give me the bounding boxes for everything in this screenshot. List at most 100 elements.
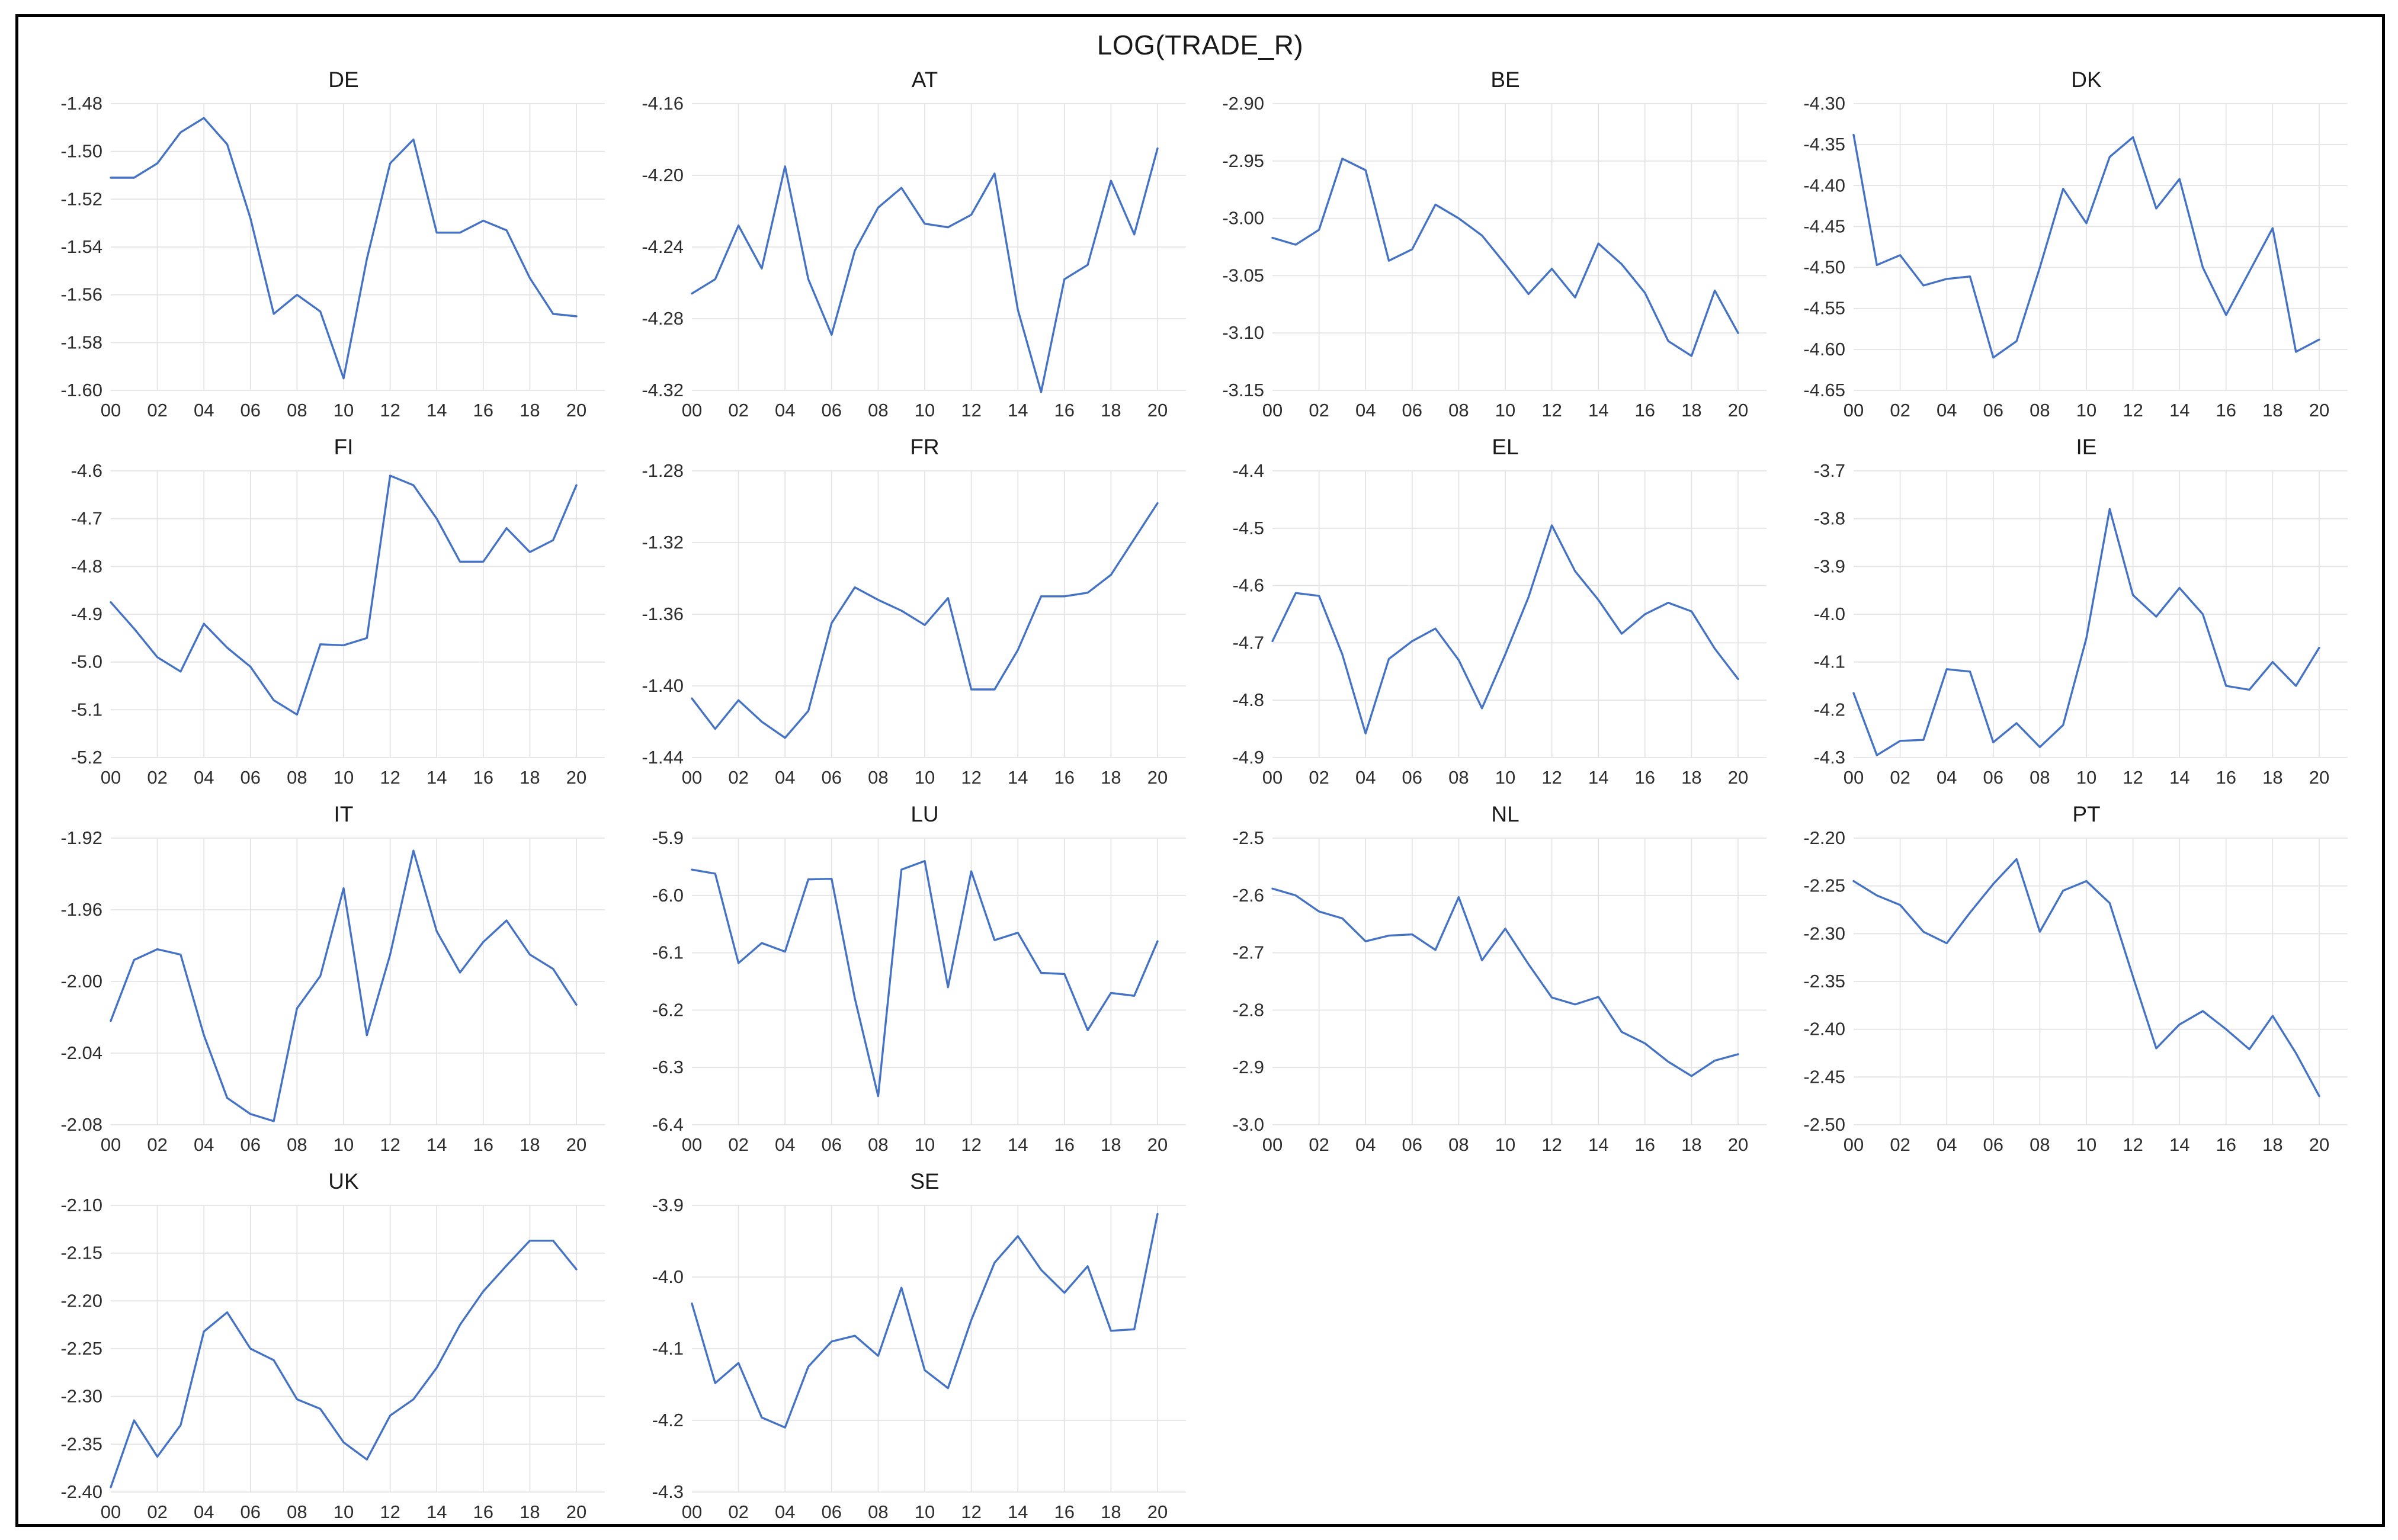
- x-tick-label: 06: [821, 400, 841, 421]
- y-tick-label: -4.20: [642, 165, 684, 185]
- x-tick-label: 12: [2123, 1134, 2143, 1155]
- panel-title: BE: [1491, 68, 1520, 92]
- x-tick-label: 10: [334, 400, 354, 421]
- x-tick-label: 08: [868, 1134, 888, 1155]
- y-tick-label: -4.9: [1233, 747, 1264, 768]
- x-tick-label: 04: [775, 767, 795, 788]
- x-tick-label: 02: [147, 400, 167, 421]
- y-tick-label: -2.40: [60, 1481, 102, 1502]
- y-tick-label: -4.0: [1814, 604, 1845, 624]
- y-tick-label: -4.55: [1803, 298, 1845, 319]
- chart-panel-IE: IE -3.7 -3.8 -3.9 -4.0 -4.1 -4.2 -4.3 00 02 04 06 08…: [1787, 432, 2356, 795]
- x-tick-label: 12: [380, 767, 400, 788]
- series-line-DK: [1852, 133, 2320, 359]
- x-tick-label: 12: [1542, 767, 1562, 788]
- y-tick-label: -4.1: [652, 1338, 683, 1359]
- x-tick-label: 10: [914, 1502, 934, 1522]
- x-tick-label: 18: [1681, 1134, 1701, 1155]
- y-tick-label: -3.0: [1233, 1114, 1264, 1135]
- x-tick-label: 12: [961, 1134, 981, 1155]
- x-tick-label: 04: [775, 1502, 795, 1522]
- series-line-PT: [1852, 858, 2320, 1098]
- chart-panel-PT: PT -2.20 -2.25 -2.30 -2.35 -2.40 -2.45 -2.50 00 0…: [1787, 799, 2356, 1163]
- chart-panel-FR: FR -1.28 -1.32 -1.36 -1.40 -1.44 00 02 04 06 08 10 1…: [626, 432, 1194, 795]
- x-tick-label: 02: [1890, 400, 1910, 421]
- x-tick-label: 06: [1402, 767, 1422, 788]
- y-tick-label: -2.25: [1803, 875, 1845, 896]
- y-tick-label: -6.1: [652, 942, 683, 963]
- x-tick-label: 16: [2216, 1134, 2236, 1155]
- x-tick-label: 02: [728, 400, 748, 421]
- x-tick-label: 06: [1983, 767, 2003, 788]
- series-line-EL: [1271, 524, 1740, 734]
- y-tick-label: -1.40: [642, 675, 684, 696]
- x-tick-label: 00: [681, 400, 701, 421]
- series-line-FR: [690, 502, 1159, 739]
- x-tick-label: 02: [147, 1502, 167, 1522]
- y-tick-label: -2.20: [60, 1290, 102, 1311]
- chart-svg-FI: FI -4.6 -4.7 -4.8 -4.9 -5.0 -5.1 -5.200 02 04 06 08…: [71, 435, 605, 788]
- x-tick-label: 18: [1681, 400, 1701, 421]
- panel-title: IT: [334, 802, 354, 826]
- x-tick-label: 06: [1983, 1134, 2003, 1155]
- y-tick-label: -4.32: [642, 380, 684, 400]
- y-tick-label: -4.7: [1233, 632, 1264, 653]
- y-tick-label: -2.45: [1803, 1066, 1845, 1087]
- x-tick-label: 06: [821, 1134, 841, 1155]
- series-line-BE: [1271, 158, 1740, 357]
- y-tick-label: -1.92: [60, 827, 102, 848]
- x-tick-label: 08: [2030, 1134, 2050, 1155]
- y-tick-label: -1.50: [60, 141, 102, 162]
- y-tick-label: -1.32: [642, 532, 684, 553]
- x-tick-label: 18: [1101, 1134, 1121, 1155]
- x-tick-label: 10: [914, 767, 934, 788]
- y-tick-label: -4.65: [1803, 380, 1845, 400]
- series-line-IE: [1852, 508, 2320, 756]
- x-tick-label: 08: [2030, 767, 2050, 788]
- page-title: LOG(TRADE_R): [1097, 30, 1304, 60]
- x-tick-label: 06: [241, 1502, 261, 1522]
- chart-panel-AT: AT -4.16 -4.20 -4.24 -4.28 -4.32 00 02 04 06 08 10 1…: [626, 65, 1194, 428]
- x-tick-label: 16: [1054, 1134, 1074, 1155]
- x-tick-label: 02: [1890, 767, 1910, 788]
- y-tick-label: -4.35: [1803, 134, 1845, 155]
- series-line-DE: [110, 117, 578, 380]
- x-tick-label: 14: [427, 1502, 447, 1522]
- y-tick-label: -5.0: [71, 652, 102, 672]
- x-tick-label: 04: [1355, 1134, 1376, 1155]
- x-tick-label: 18: [1101, 1502, 1121, 1522]
- y-tick-label: -2.7: [1233, 942, 1264, 963]
- x-tick-label: 16: [473, 400, 493, 421]
- y-tick-label: -5.1: [71, 699, 102, 720]
- chart-panel-SE: SE -3.9 -4.0 -4.1 -4.2 -4.3 00 02 04 06 08 10 12 14 16…: [626, 1166, 1194, 1524]
- x-tick-label: 16: [473, 1134, 493, 1155]
- y-tick-label: -2.35: [60, 1433, 102, 1454]
- y-tick-label: -3.8: [1814, 508, 1845, 529]
- x-tick-label: 14: [1008, 1134, 1028, 1155]
- x-tick-label: 00: [101, 1134, 121, 1155]
- x-tick-label: 10: [1495, 767, 1515, 788]
- y-tick-label: -1.60: [60, 380, 102, 400]
- y-tick-label: -4.24: [642, 236, 684, 257]
- y-tick-label: -4.45: [1803, 216, 1845, 236]
- x-tick-label: 04: [775, 400, 795, 421]
- x-tick-label: 06: [821, 767, 841, 788]
- y-tick-label: -1.56: [60, 284, 102, 305]
- x-tick-label: 04: [1937, 400, 1957, 421]
- x-tick-label: 04: [1937, 767, 1957, 788]
- y-tick-label: -6.0: [652, 885, 683, 906]
- x-tick-label: 16: [1054, 1502, 1074, 1522]
- chart-panel-DK: DK -4.30 -4.35 -4.40 -4.45 -4.50 -4.55 -4.60 -4.…: [1787, 65, 2356, 428]
- x-tick-label: 00: [1262, 1134, 1283, 1155]
- x-tick-label: 00: [1844, 767, 1864, 788]
- x-tick-label: 10: [334, 1502, 354, 1522]
- x-tick-label: 08: [868, 1502, 888, 1522]
- figure-frame: LOG(TRADE_R) DE -1.48 -1.50 -1.52 -1.54 -1.56…: [15, 14, 2385, 1527]
- y-tick-label: -2.90: [1223, 93, 1265, 114]
- x-tick-label: 08: [1448, 767, 1469, 788]
- chart-svg-IE: IE -3.7 -3.8 -3.9 -4.0 -4.1 -4.2 -4.300 02 04 06 08…: [1814, 435, 2348, 788]
- x-tick-label: 04: [1937, 1134, 1957, 1155]
